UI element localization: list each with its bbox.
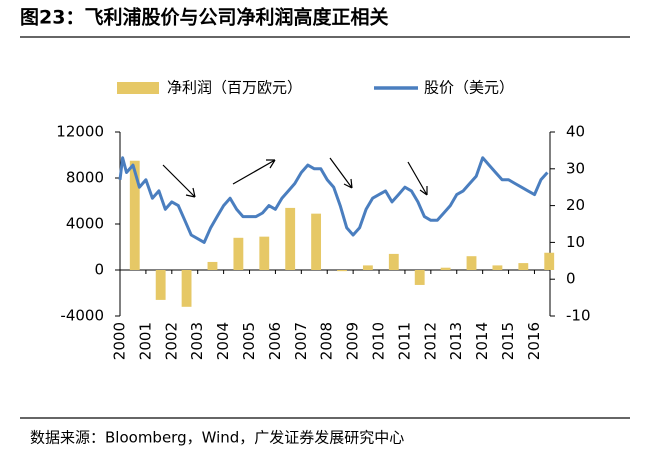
x-tick-label: 2006 (266, 322, 284, 360)
arrow (162, 164, 196, 198)
y2-tick-label: 20 (566, 196, 585, 214)
y-tick-label: 8000 (66, 169, 104, 187)
y2-tick-label: 40 (566, 123, 585, 141)
bar (181, 270, 192, 307)
legend-swatch (117, 82, 159, 94)
arrow (329, 157, 353, 189)
bar (388, 253, 399, 270)
y2-tick-label: -10 (566, 307, 591, 325)
x-tick-label: 2012 (421, 322, 439, 360)
x-tick-label: 2009 (344, 322, 362, 360)
price-line (118, 156, 549, 244)
x-tick-label: 2003 (188, 322, 206, 360)
legend-label: 股价（美元） (424, 79, 514, 97)
x-tick-label: 2011 (395, 322, 413, 360)
source-note: 数据来源：Bloomberg，Wind，广发证券发展研究中心 (30, 429, 404, 447)
bar (492, 265, 503, 270)
y-tick-label: 12000 (56, 123, 104, 141)
x-tick-label: 2016 (525, 322, 543, 360)
x-tick-label: 2007 (292, 322, 310, 360)
y2-tick-label: 10 (566, 233, 585, 251)
bar (518, 263, 529, 270)
y2-tick-label: 0 (566, 270, 576, 288)
x-tick-label: 2015 (499, 322, 517, 360)
x-tick-label: 2005 (240, 322, 258, 360)
x-tick-label: 2013 (447, 322, 465, 360)
legend-label: 净利润（百万欧元） (167, 79, 302, 97)
arrow (232, 159, 276, 185)
y-tick-label: 0 (94, 261, 104, 279)
bar (362, 265, 373, 270)
bar (285, 207, 296, 270)
x-tick-label: 2010 (370, 322, 388, 360)
x-tick-label: 2004 (214, 322, 232, 360)
x-tick-label: 2002 (162, 322, 180, 360)
bar (129, 160, 140, 270)
bar (544, 252, 555, 270)
y-tick-label: -4000 (60, 307, 104, 325)
chart-title: 图23：飞利浦股价与公司净利润高度正相关 (20, 6, 388, 29)
x-tick-label: 2001 (136, 322, 154, 360)
bar (233, 237, 244, 270)
bar (207, 261, 218, 270)
bar (466, 256, 477, 270)
y2-tick-label: 30 (566, 159, 585, 177)
annotation-arrows (162, 157, 428, 198)
bar (440, 267, 451, 270)
bar (311, 213, 322, 270)
x-tick-label: 2014 (473, 322, 491, 360)
arrow (407, 161, 428, 196)
bar (414, 270, 425, 285)
y-tick-label: 4000 (66, 215, 104, 233)
bar (155, 270, 166, 300)
x-tick-label: 2008 (318, 322, 336, 360)
x-tick-label: 2000 (111, 322, 129, 360)
bar (259, 236, 270, 270)
bar (337, 270, 347, 272)
